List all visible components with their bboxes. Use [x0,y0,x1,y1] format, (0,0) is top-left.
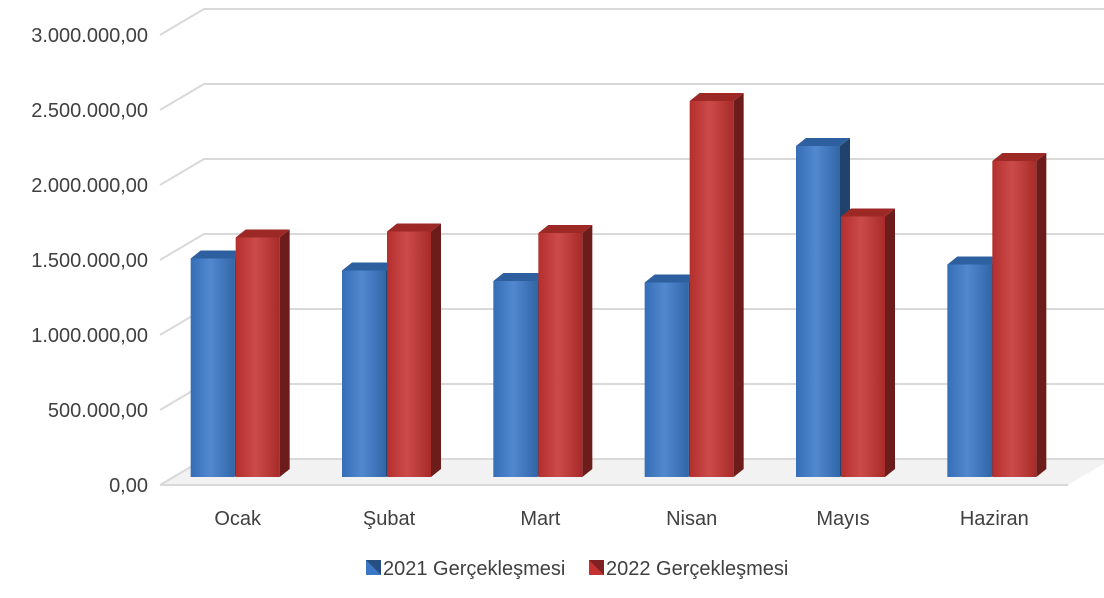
bar [538,225,593,477]
bar-top [493,273,548,281]
y-axis-tick-labels: 0,00 500.000,00 1.000.000,00 1.500.000,00 2.… [31,25,148,497]
bar-front [992,161,1037,477]
bar-top [947,256,1002,265]
bar-front [947,264,992,477]
y-tick-label: 0,00 [109,475,148,497]
bar-front [235,237,280,477]
gridline [159,158,1104,186]
bar [235,229,290,477]
y-tick-label: 2.500.000,00 [31,100,148,122]
bar-front [387,231,431,477]
bar-side [885,208,895,477]
bar-front [538,233,583,477]
bar [841,208,895,477]
bar-front [190,258,235,477]
legend-label: 2021 Gerçekleşmesi [383,558,565,580]
x-tick-label: Nisan [666,508,717,530]
x-tick-label: Mart [520,508,560,530]
bar-side [431,223,441,477]
bar-front [493,281,538,477]
bar-top [992,153,1047,161]
y-tick-label: 500.000,00 [48,400,148,422]
bar-top [644,274,699,283]
bar-top [387,223,441,232]
bar-side [279,229,290,477]
bar-front [841,216,885,477]
bar-top [190,250,245,259]
bars [190,93,1047,477]
legend-item: 2021 Gerçekleşmesi [366,558,565,580]
x-tick-label: Ocak [214,508,262,530]
bar-side [582,225,593,477]
y-tick-label: 2.000.000,00 [31,175,148,197]
bar-front [342,270,386,477]
gridline [159,233,1104,261]
legend-swatch-shade [366,560,381,575]
bar [689,93,744,477]
bar-top [796,138,850,146]
bar-top [689,93,744,101]
bar-top [841,208,895,217]
bar-top [342,262,396,271]
bar [387,223,441,477]
bar-front [689,101,734,477]
bar-top [538,225,593,233]
bar [796,138,850,477]
y-tick-label: 1.000.000,00 [31,325,148,347]
bar-side [1036,153,1047,477]
y-tick-label: 3.000.000,00 [31,25,148,47]
legend-swatch-shade [589,560,604,575]
legend-item: 2022 Gerçekleşmesi [589,558,788,580]
x-tick-label: Mayıs [816,508,869,530]
gridline [159,8,1104,36]
legend-label: 2022 Gerçekleşmesi [606,558,788,580]
legend: 2021 Gerçekleşmesi 2022 Gerçekleşmesi [366,558,788,580]
x-axis-tick-labels: Ocak Şubat Mart Nisan Mayıs Haziran [214,508,1028,530]
bar-side [733,93,744,477]
y-tick-label: 1.500.000,00 [31,250,148,272]
x-tick-label: Haziran [960,508,1029,530]
bar-front [644,282,689,477]
gridline [159,83,1104,111]
x-tick-label: Şubat [363,508,416,530]
bar-front [796,146,840,477]
bar-top [235,229,290,238]
bar [992,153,1047,477]
